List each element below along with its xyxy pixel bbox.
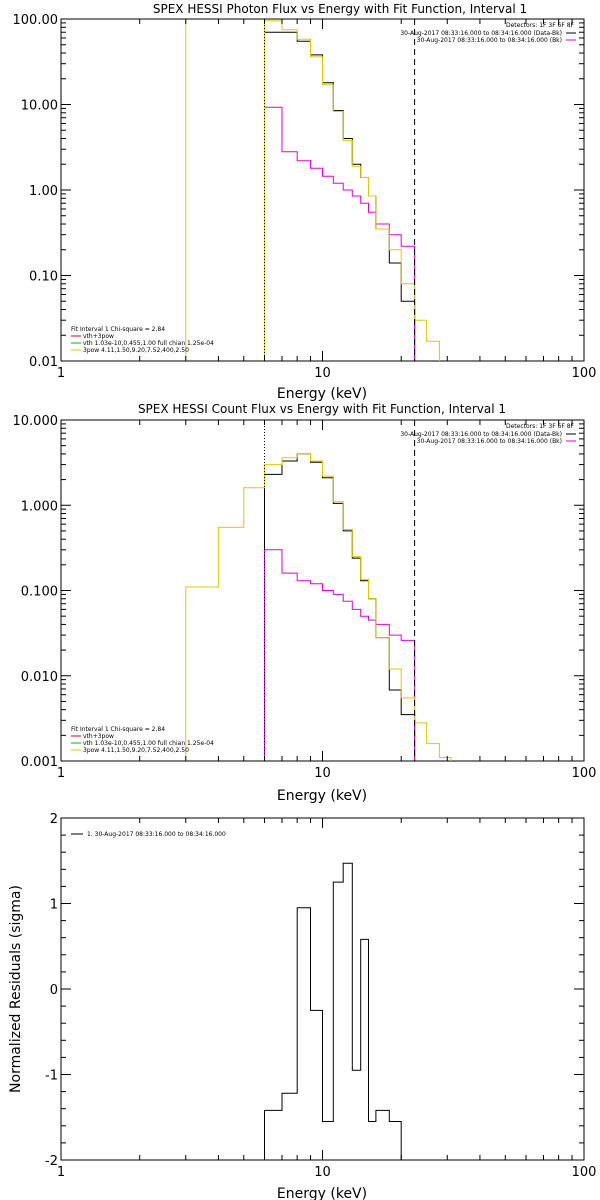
y-tick-label: 0.100 [21, 585, 58, 600]
y-tick-label: 0.010 [21, 670, 58, 685]
fit-legend-entry-label: 3pow 4.11,1.50,9.20,7.52,400,2.50 [83, 347, 189, 354]
series-line-0 [264, 453, 416, 761]
fit-legend-entry-label: vth+3pow [83, 733, 114, 740]
y-axis-label: Normalized Residuals (sigma) [8, 885, 24, 1093]
panel-title: SPEX HESSI Photon Flux vs Energy with Fi… [153, 2, 527, 16]
y-tick-label: 1.00 [29, 184, 58, 199]
fit-legend-entry-label: vth+3pow [83, 333, 114, 340]
legend-entry-label: 30-Aug-2017 08:33:16.000 to 08:34:16.000… [400, 431, 562, 438]
series-line-2 [264, 20, 440, 361]
fit-legend-header: Fit Interval 1 Chi-square = 2.84 [71, 726, 165, 733]
series-line-0 [264, 862, 415, 1161]
x-tick-label: 100 [572, 366, 597, 381]
y-tick-label: 10.00 [21, 99, 58, 114]
y-tick-label: -2 [45, 1154, 58, 1169]
legend-entry-label: 1. 30-Aug-2017 08:33:16.000 to 08:34:16.… [87, 831, 226, 838]
count-flux-panel: SPEX HESSI Count Flux vs Energy with Fit… [13, 402, 597, 804]
y-tick-label: 2 [50, 812, 58, 827]
x-tick-label: 10 [314, 366, 331, 381]
y-tick-label: 0.001 [21, 755, 58, 770]
series-line-1 [264, 549, 416, 761]
series-line-0 [264, 31, 416, 361]
x-tick-label: 1 [57, 366, 65, 381]
photon-flux-panel: SPEX HESSI Photon Flux vs Energy with Fi… [13, 2, 597, 402]
panel-title: SPEX HESSI Count Flux vs Energy with Fit… [138, 402, 506, 416]
legend-entry-label: 30-Aug-2017 08:33:16.000 to 08:34:16.000… [400, 30, 562, 37]
y-tick-label: 1.000 [21, 499, 58, 514]
x-tick-label: 10 [314, 766, 331, 781]
legend-entry-label: 30-Aug-2017 08:33:16.000 to 08:34:16.000… [417, 438, 562, 445]
y-tick-label: 0.01 [29, 355, 58, 370]
y-tick-label: -1 [45, 1069, 58, 1084]
legend-header: Detectors: 1F 3F 6F 8F [506, 423, 575, 430]
fit-legend-entry-label: 3pow 4.11,1.50,9.20,7.52,400,2.50 [83, 747, 189, 754]
x-axis-label: Energy (keV) [277, 788, 367, 804]
y-tick-label: 10.000 [13, 414, 59, 429]
fit-legend-header: Fit Interval 1 Chi-square = 2.84 [71, 326, 165, 333]
fit-legend-entry-label: vth 1.03e-10,0.455,1.00 full chian 1.25e… [83, 740, 214, 747]
x-tick-label: 1 [57, 1165, 65, 1180]
y-tick-label: 100.00 [13, 13, 59, 28]
y-tick-label: 0 [50, 983, 58, 998]
x-axis-label: Energy (keV) [277, 1186, 367, 1200]
x-tick-label: 10 [314, 1165, 331, 1180]
legend-header: Detectors: 1F 3F 6F 8F [506, 22, 575, 29]
y-tick-label: 0.10 [29, 270, 58, 285]
legend-entry-label: 30-Aug-2017 08:33:16.000 to 08:34:16.000… [417, 37, 562, 44]
x-axis-label: Energy (keV) [277, 386, 367, 402]
x-tick-label: 1 [57, 766, 65, 781]
x-tick-label: 100 [572, 766, 597, 781]
x-tick-label: 100 [572, 1165, 597, 1180]
residuals-panel: 1 10 100 -2 -1 0 1 2 1. 30-Aug-2017 08:33:16.00… [8, 812, 596, 1200]
series-line-1 [264, 106, 416, 361]
y-tick-label: 1 [50, 898, 58, 913]
fit-legend-entry-label: vth 1.03e-10,0.455,1.00 full chian 1.25e… [83, 340, 214, 347]
